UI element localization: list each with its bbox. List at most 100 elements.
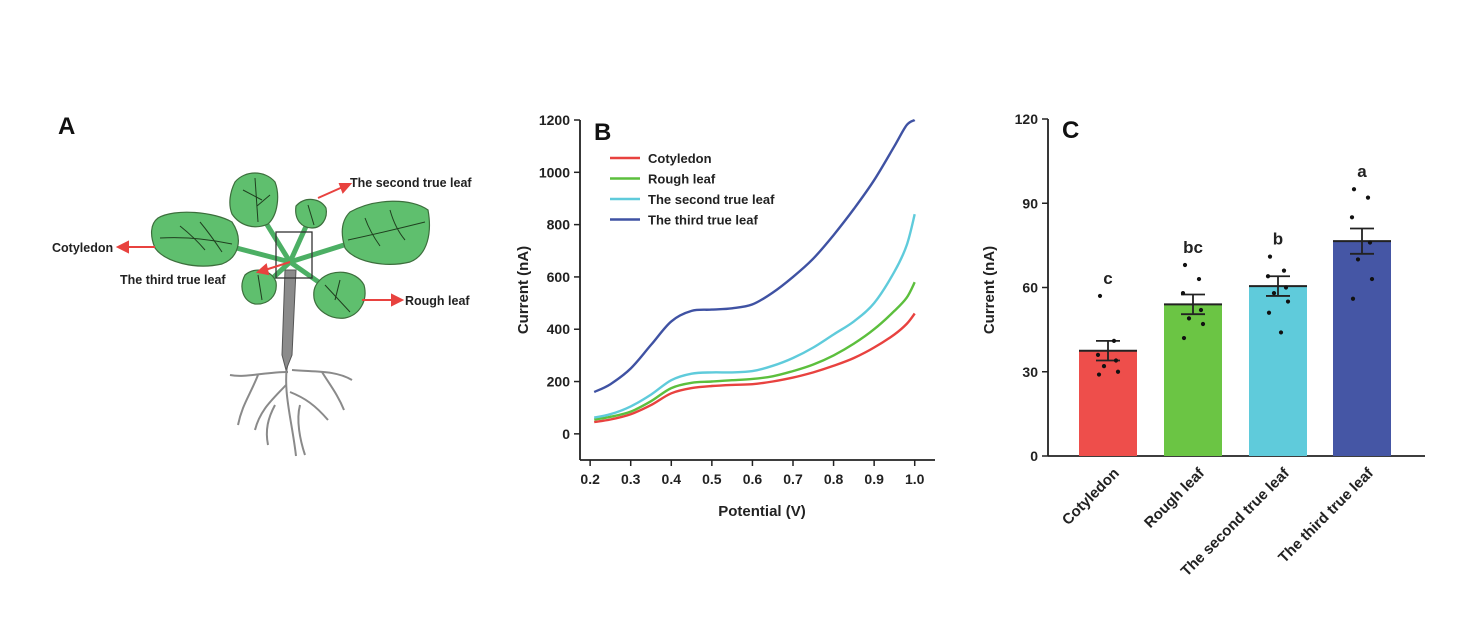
chart-c-error-bars bbox=[1079, 227, 1391, 362]
chart-c-point bbox=[1095, 352, 1101, 357]
chart-b-x-tick-label: 0.3 bbox=[621, 471, 641, 487]
chart-c-bars bbox=[1079, 241, 1391, 456]
chart-c-significance-letter: a bbox=[1357, 162, 1367, 181]
chart-c-point bbox=[1181, 335, 1187, 341]
chart-b-x-ticks: 0.2 0.3 0.4 0.5 0.6 0.7 0.8 0.9 1.0 bbox=[580, 460, 925, 487]
chart-b-x-tick-label: 0.8 bbox=[824, 471, 844, 487]
rough-leaf bbox=[313, 271, 366, 319]
chart-c-point bbox=[1283, 285, 1289, 290]
chart-c-bar bbox=[1249, 286, 1307, 456]
chart-b-legend-label: Rough leaf bbox=[648, 172, 716, 187]
panel-a-letter: A bbox=[58, 113, 75, 140]
chart-c-point bbox=[1350, 296, 1356, 301]
chart-c-point bbox=[1101, 364, 1107, 369]
label-third-true-leaf: The third true leaf bbox=[120, 273, 226, 287]
chart-c-y-ticks: 0 30 60 90 120 bbox=[1015, 111, 1048, 464]
chart-c-point bbox=[1355, 257, 1361, 262]
chart-b-x-tick-label: 0.9 bbox=[864, 471, 884, 487]
chart-b-y-tick-label: 1200 bbox=[539, 112, 570, 128]
chart-b-y-tick-label: 800 bbox=[547, 217, 571, 233]
chart-b-series-line bbox=[593, 118, 916, 394]
chart-c-point bbox=[1196, 276, 1202, 282]
chart-b-x-tick-label: 0.4 bbox=[662, 471, 682, 487]
panel-a: A bbox=[52, 113, 472, 457]
chart-c-significance-letter: bc bbox=[1183, 238, 1203, 257]
chart-c-significance-letters: c bc b a bbox=[1103, 162, 1367, 288]
chart-b-y-ticks: 0 200 400 600 800 1000 1200 bbox=[539, 112, 580, 442]
chart-c-point bbox=[1182, 262, 1188, 268]
chart-b-y-tick-label: 1000 bbox=[539, 164, 570, 180]
chart-b-y-title: Current (nA) bbox=[515, 246, 532, 334]
chart-c-significance-letter: c bbox=[1103, 269, 1112, 288]
chart-c-point bbox=[1271, 291, 1277, 296]
chart-c-y-tick-label: 90 bbox=[1022, 195, 1038, 211]
chart-c-point bbox=[1278, 330, 1284, 335]
leaf-right bbox=[341, 200, 431, 265]
chart-c-y-tick-label: 30 bbox=[1022, 364, 1038, 380]
chart-b-series-lines bbox=[593, 118, 916, 424]
chart-b-legend-label: The second true leaf bbox=[648, 192, 775, 207]
chart-c-points bbox=[1095, 187, 1375, 377]
apex-box bbox=[275, 231, 313, 279]
panel-c-letter: C bbox=[1062, 117, 1079, 144]
chart-b-y-tick-label: 200 bbox=[547, 374, 571, 390]
chart-c-bar bbox=[1333, 241, 1391, 456]
label-second-true-leaf: The second true leaf bbox=[350, 176, 472, 190]
chart-b-legend-label: The third true leaf bbox=[648, 213, 758, 228]
chart-c-y-title: Current (nA) bbox=[981, 246, 998, 334]
label-rough-leaf: Rough leaf bbox=[405, 294, 470, 308]
chart-b-series-line bbox=[593, 281, 916, 421]
chart-c-point bbox=[1200, 321, 1206, 327]
chart-c-point bbox=[1281, 268, 1287, 273]
chart-c-point bbox=[1265, 274, 1271, 279]
chart-b-series-line bbox=[593, 312, 916, 424]
panel-b-letter: B bbox=[594, 119, 611, 146]
chart-b-series-line bbox=[593, 213, 916, 419]
chart-c-point bbox=[1351, 187, 1357, 192]
chart-b-y-tick-label: 400 bbox=[547, 321, 571, 337]
chart-c-point bbox=[1186, 316, 1192, 321]
chart-b-x-tick-label: 0.6 bbox=[743, 471, 763, 487]
chart-c-y-tick-label: 120 bbox=[1015, 111, 1039, 127]
third-true-leaf bbox=[241, 269, 277, 305]
chart-c-point bbox=[1097, 293, 1103, 299]
chart-c-point bbox=[1367, 240, 1373, 245]
chart-b-x-tick-label: 0.2 bbox=[580, 471, 600, 487]
panel-c-bar-chart: C 0 30 60 90 120 c bc b a Cotyledon Rough leaf Th… bbox=[981, 111, 1425, 580]
chart-c-point bbox=[1267, 254, 1273, 259]
chart-b-x-tick-label: 1.0 bbox=[905, 471, 925, 487]
chart-c-y-tick-label: 0 bbox=[1030, 448, 1038, 464]
chart-c-point bbox=[1198, 307, 1204, 313]
chart-c-y-tick-label: 60 bbox=[1022, 280, 1038, 296]
chart-c-point bbox=[1349, 215, 1355, 220]
plant-roots bbox=[229, 359, 353, 457]
chart-c-point bbox=[1365, 195, 1371, 200]
chart-c-bar bbox=[1164, 304, 1222, 456]
chart-b-y-tick-label: 0 bbox=[562, 426, 570, 442]
chart-c-point bbox=[1111, 338, 1117, 343]
label-cotyledon: Cotyledon bbox=[52, 241, 113, 255]
chart-c-category-label: Rough leaf bbox=[1141, 464, 1209, 532]
chart-c-point bbox=[1285, 299, 1291, 304]
chart-c-point bbox=[1369, 276, 1375, 282]
chart-c-category-label: Cotyledon bbox=[1059, 465, 1123, 529]
plant-stem bbox=[281, 269, 297, 372]
chart-c-point bbox=[1113, 358, 1119, 363]
chart-b-y-tick-label: 600 bbox=[547, 269, 571, 285]
chart-c-point bbox=[1096, 372, 1102, 377]
annotation-arrows bbox=[115, 183, 405, 307]
chart-b-legend: Cotyledon Rough leaf The second true leaf T… bbox=[610, 151, 775, 228]
chart-c-point bbox=[1180, 291, 1186, 296]
chart-c-bar bbox=[1079, 350, 1137, 456]
chart-b-x-tick-label: 0.5 bbox=[702, 471, 722, 487]
chart-c-point bbox=[1266, 310, 1272, 315]
chart-b-x-tick-label: 0.7 bbox=[783, 471, 803, 487]
plant-illustration bbox=[151, 172, 431, 457]
chart-b-x-title: Potential (V) bbox=[718, 503, 806, 520]
chart-c-significance-letter: b bbox=[1273, 230, 1283, 249]
chart-c-category-label: The third true leaf bbox=[1275, 464, 1377, 566]
leaf-veins bbox=[159, 177, 426, 313]
